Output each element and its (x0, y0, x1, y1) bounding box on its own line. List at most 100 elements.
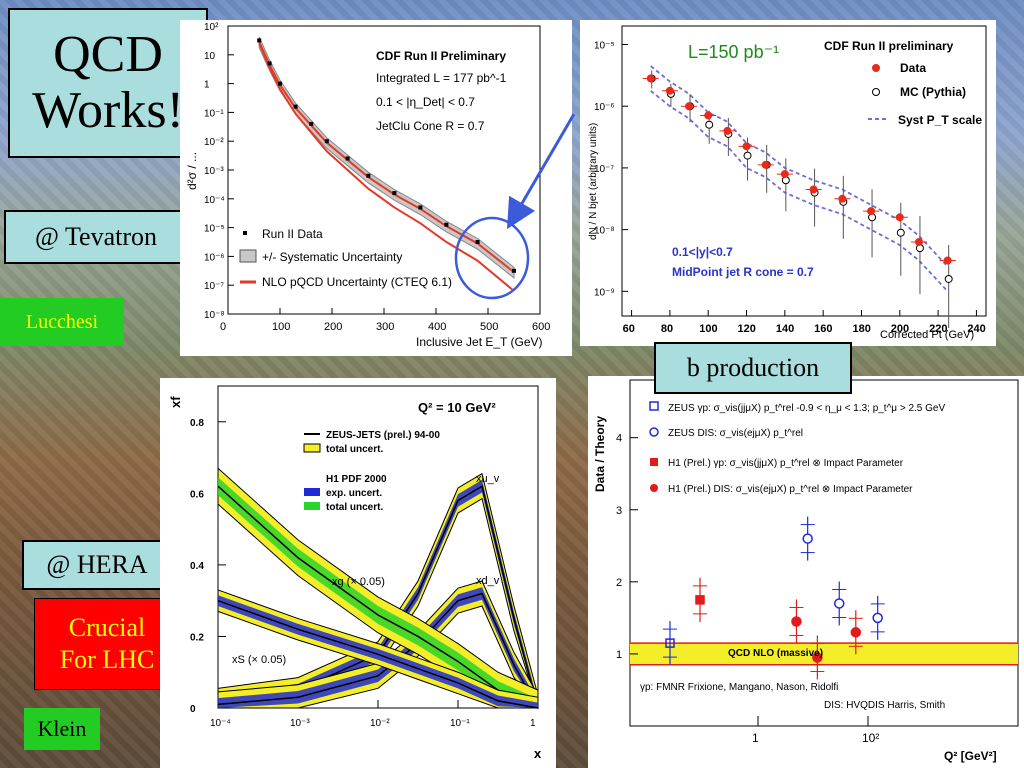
y-tick-label: 10⁻⁸ (594, 226, 615, 237)
data-point (809, 185, 818, 194)
legend-zeus-gp: ZEUS γp: σ_vis(jjμX) p_t^rel -0.9 < η_μ … (668, 403, 945, 414)
pdf-curve (217, 592, 539, 709)
hera-b-ratio-chart: 1 2 3 4 1 10² QCD NLO (massive) ZEUS γp: σ_vi… (588, 376, 1024, 768)
legend-marker-syst (239, 249, 257, 263)
annotation-rapidity: 0.1<|y|<0.7 (672, 245, 733, 259)
cdf-inclusive-jet-plot: 0 100 200 300 400 500 600 10⁻⁸ 10⁻⁷ 10⁻⁶ 10⁻⁵ 10⁻⁴ 1… (185, 22, 550, 349)
data-point (324, 139, 329, 144)
x-tick-label: 200 (891, 323, 909, 335)
x-axis-label: x (534, 746, 542, 761)
data-point (895, 213, 904, 222)
h1-uncert-band (218, 477, 538, 708)
data-point (780, 170, 789, 179)
crucial-lhc-label: Crucial For LHC (34, 598, 180, 690)
blue-arrow (506, 113, 576, 230)
y-tick-label: 10² (204, 22, 219, 33)
y-tick-label: 10⁻⁴ (204, 195, 225, 206)
data-point (257, 38, 262, 43)
x-tick-label: 60 (623, 323, 635, 335)
data-point (802, 533, 813, 544)
data-point (742, 142, 751, 151)
cdf-b-jet-chart: 60 80 100 120 140 160 180 200 220 240 10⁻⁹ 10⁻⁸ 10⁻⁷… (580, 20, 996, 346)
slide-title: QCD Works! (8, 8, 208, 158)
data-point (914, 237, 923, 246)
data-point (646, 74, 655, 83)
label-xg: xg (× 0.05) (332, 576, 385, 588)
y-axis-label: Data / Theory (593, 416, 607, 492)
data-point (366, 173, 371, 178)
x-tick-label: 10⁻² (370, 718, 390, 729)
data-point (267, 61, 272, 66)
x-tick-label: 400 (428, 321, 446, 333)
h1-uncert-band (218, 587, 538, 708)
crucial-line-2: For LHC (59, 645, 155, 674)
legend-marker-data (872, 64, 880, 72)
y-tick-label: 10⁻⁸ (204, 310, 225, 321)
x-tick-label: 300 (376, 321, 394, 333)
y-tick-label: 10⁻⁶ (204, 252, 225, 263)
chart-title: Q² = 10 GeV² (418, 400, 496, 415)
x-tick-label: 120 (738, 323, 756, 335)
data-point (867, 207, 876, 216)
qcd-nlo-band (630, 643, 1018, 665)
legend-marker-data (243, 231, 247, 235)
y-tick-label: 2 (616, 577, 622, 589)
h1-uncert-band (218, 595, 538, 708)
hera-b-ratio-plot: 1 2 3 4 1 10² QCD NLO (massive) ZEUS γp: σ_vi… (593, 379, 1019, 763)
x-tick-label: 100 (272, 321, 290, 333)
data-point (761, 160, 770, 169)
x-axis-label: Inclusive Jet E_T (GeV) (416, 335, 543, 349)
hera-label: @ HERA (22, 540, 172, 590)
title-line-2: Works! (32, 82, 184, 139)
x-tick-label: 10² (862, 731, 879, 745)
tevatron-label: @ Tevatron (4, 210, 188, 264)
data-point (812, 652, 823, 663)
data-point (838, 194, 847, 203)
data-point (850, 627, 862, 638)
y-tick-label: 1 (616, 649, 622, 661)
syst-lower-line (650, 90, 949, 292)
data-point (723, 126, 732, 135)
legend-marker-h1-gp (650, 458, 658, 466)
legend-zeus: ZEUS-JETS (prel.) 94-00 (326, 430, 440, 441)
y-tick-label: 0.4 (190, 561, 204, 572)
footnote-hvqdis: DIS: HVQDIS Harris, Smith (824, 700, 945, 711)
label-xuv: xu_v (476, 473, 500, 485)
hera-pdf-plot: 10⁻⁴ 10⁻³ 10⁻² 10⁻¹ 1 0 0.2 0.4 0.6 0.8 Q² = 10 G… (168, 385, 542, 761)
y-tick-label: 10⁻² (204, 137, 224, 148)
x-tick-label: 100 (699, 323, 717, 335)
x-tick-label: 10⁻⁴ (210, 718, 231, 729)
legend-h1: H1 PDF 2000 (326, 474, 387, 485)
legend-marker-h1-dis (650, 484, 658, 492)
syst-upper-line (650, 65, 949, 268)
plot-frame (621, 25, 987, 317)
legend-mc: MC (Pythia) (900, 85, 966, 99)
y-axis-label: dN / N bjet (arbitrary units) (588, 123, 599, 240)
y-tick-label: 3 (616, 505, 622, 517)
x-axis-label: Q² [GeV²] (944, 749, 997, 763)
b-production-label: b production (654, 342, 852, 394)
y-tick-label: 10⁻³ (204, 166, 224, 177)
x-tick-label: 0 (220, 321, 226, 333)
y-tick-label: 10⁻¹ (204, 108, 224, 119)
annotation-cone: MidPoint jet R cone = 0.7 (672, 265, 814, 279)
title-line-1: QCD (53, 26, 163, 83)
data-point (278, 81, 282, 86)
legend-marker-h1-tot (304, 502, 320, 510)
data-point (444, 222, 449, 227)
y-tick-label: 10 (204, 51, 216, 62)
blue-arrow-line (506, 113, 576, 230)
y-tick-label: 10⁻⁷ (594, 164, 614, 175)
y-axis-label: d²σ / ... (185, 152, 199, 190)
x-tick-label: 240 (967, 323, 985, 335)
klein-label: Klein (24, 708, 100, 750)
y-tick-label: 0.6 (190, 489, 204, 500)
legend-zeus-unc: total uncert. (326, 444, 383, 455)
label-xdv: xd_v (476, 575, 500, 587)
data-point (309, 121, 314, 126)
legend-h1-exp: exp. uncert. (326, 488, 382, 499)
mc-point (896, 228, 905, 237)
x-tick-label: 1 (752, 731, 759, 745)
x-tick-label: 500 (480, 321, 498, 333)
data-point (685, 102, 694, 111)
